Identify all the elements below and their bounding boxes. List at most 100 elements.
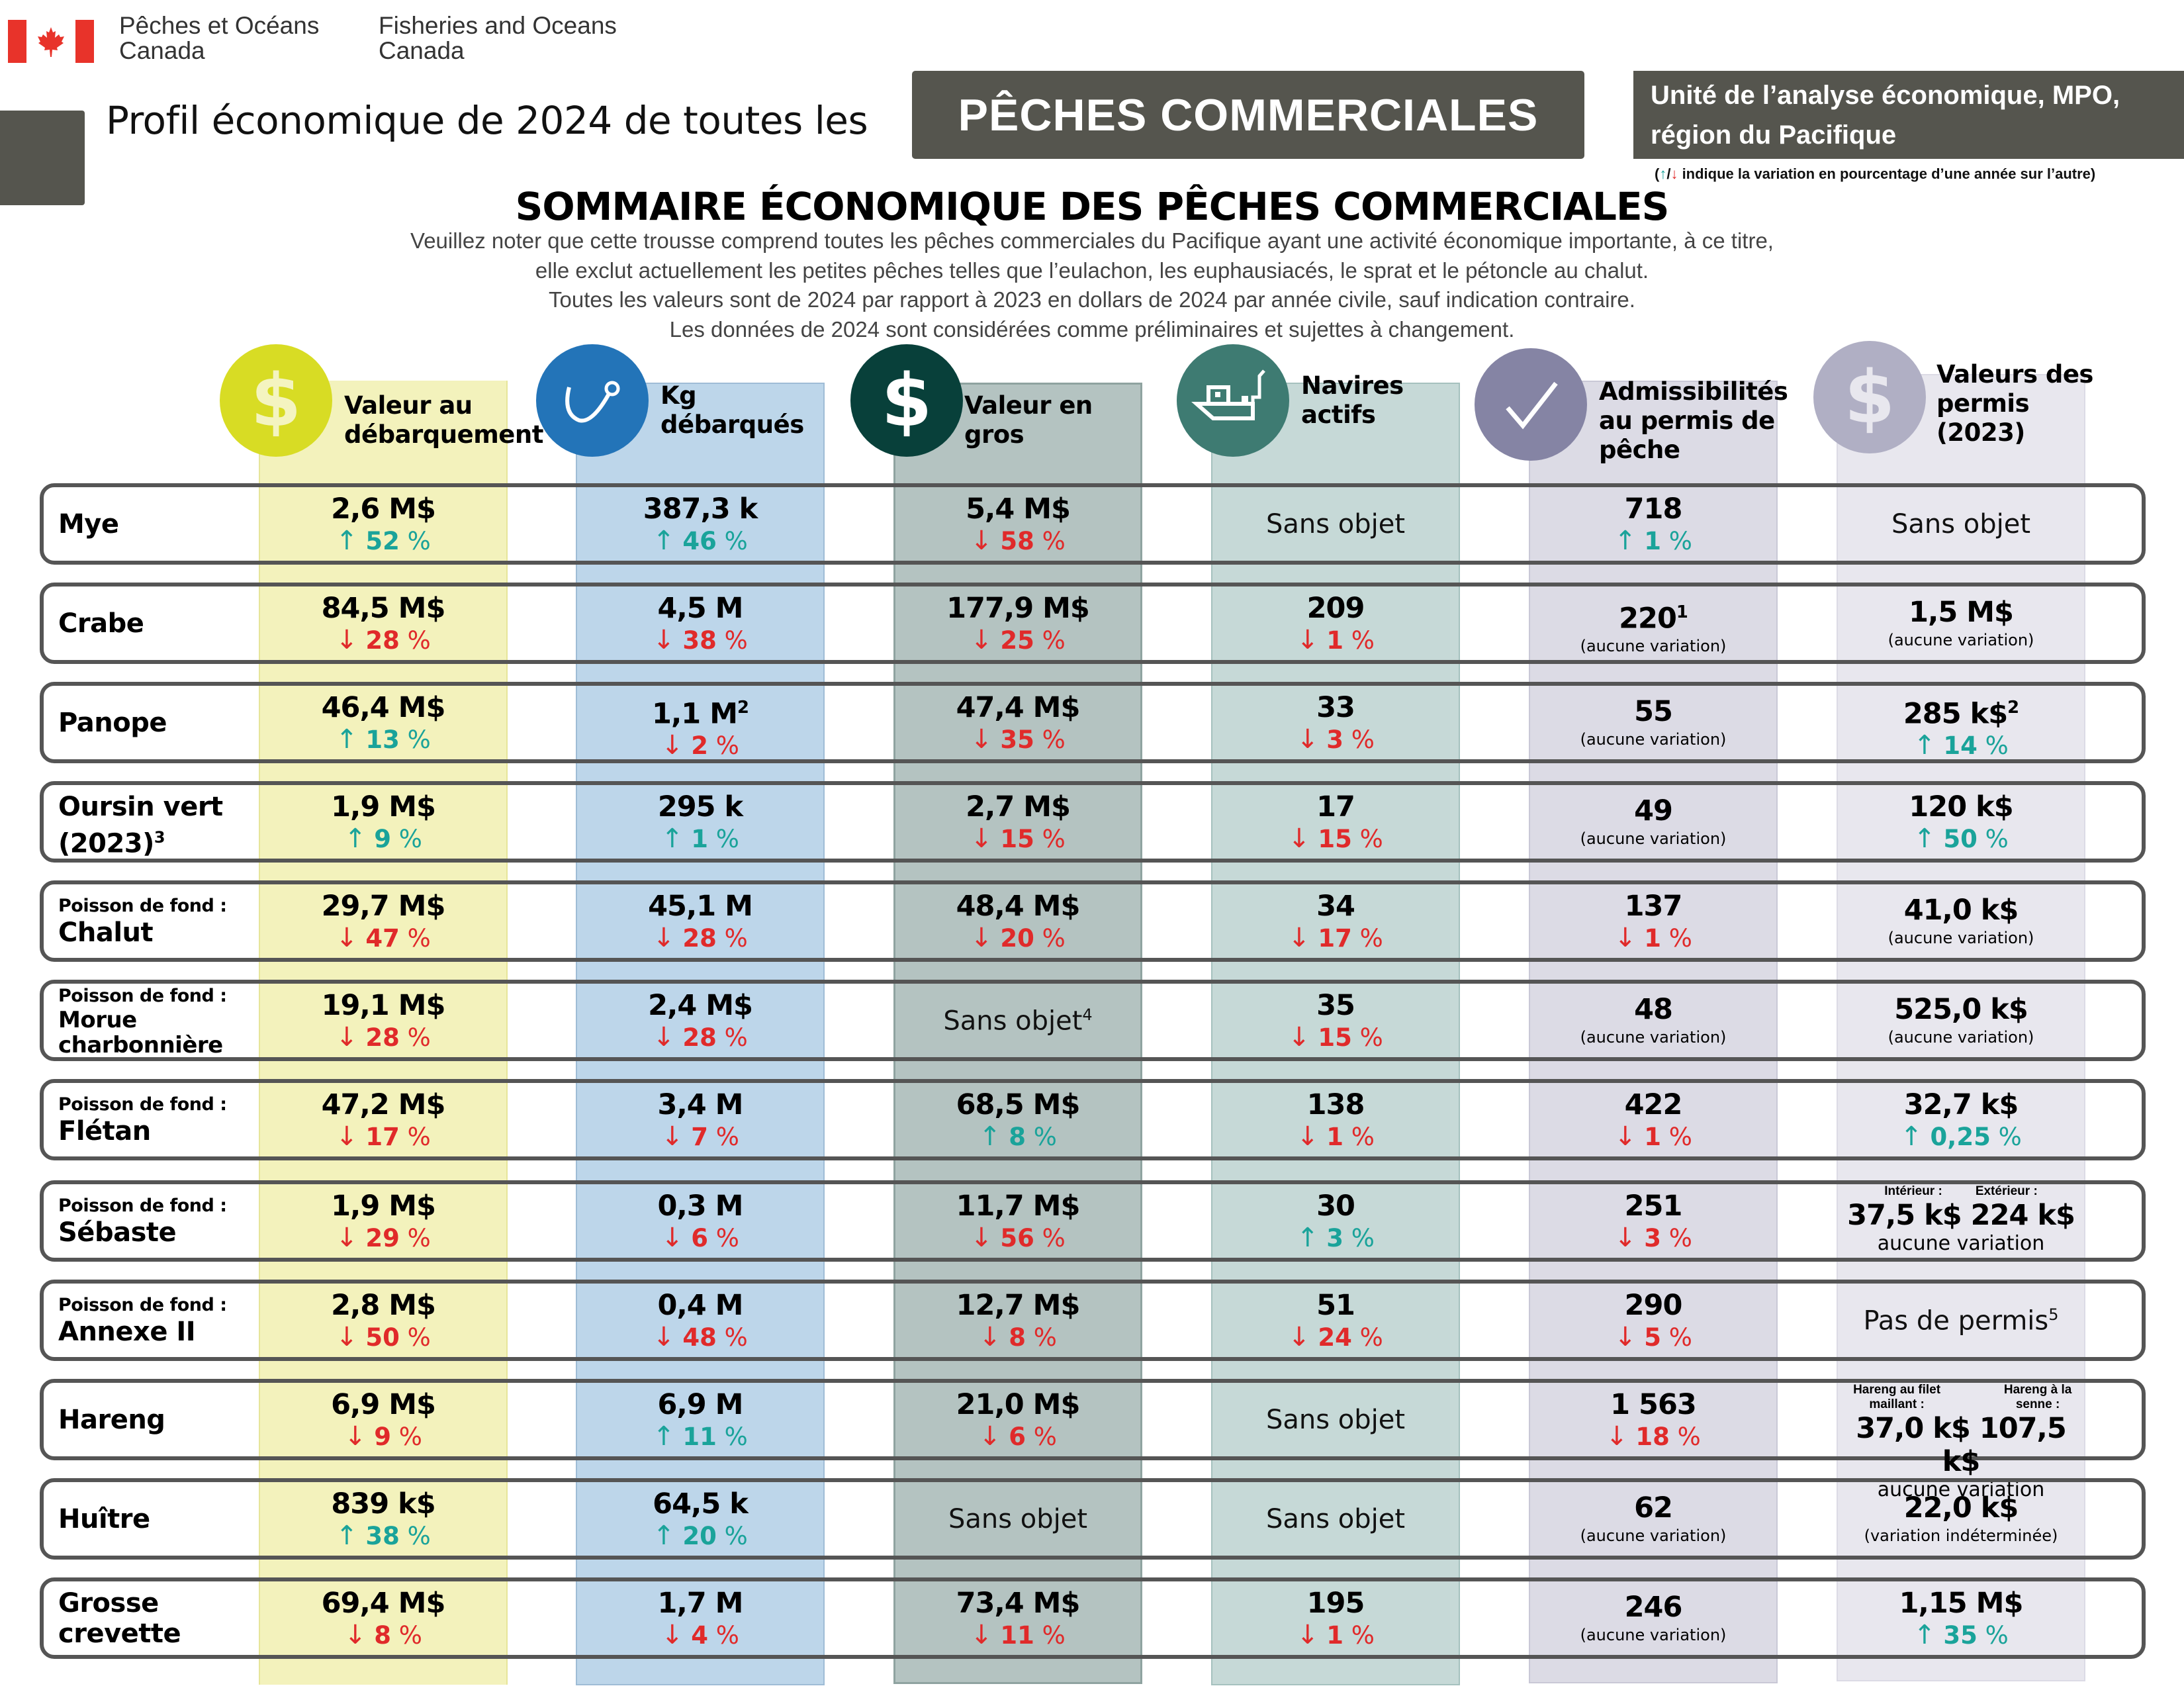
down-arrow-icon: ↓ bbox=[970, 1619, 993, 1650]
percent-change: ↓ 2 % bbox=[661, 729, 739, 761]
value-text: 62 bbox=[1634, 1491, 1673, 1524]
value-text: 32,7 k$ bbox=[1903, 1088, 2019, 1121]
percent-change: ↓ 58 % bbox=[970, 525, 1066, 556]
down-arrow-icon: ↓ bbox=[336, 1321, 358, 1352]
kg-landed-cell: 0,3 M ↓ 6 % bbox=[576, 1190, 825, 1254]
active-vessels-cell: 30 ↑ 3 % bbox=[1211, 1190, 1460, 1254]
percent-value: 8 bbox=[1009, 1122, 1026, 1151]
active-vessels-cell: Sans objet bbox=[1211, 509, 1460, 539]
split-label-b: Hareng à la senne : bbox=[2003, 1383, 2072, 1411]
value-text: 295 k bbox=[657, 790, 743, 823]
down-arrow-icon: ↓ bbox=[336, 624, 358, 655]
row-label: Huître bbox=[58, 1504, 150, 1534]
value-text: 422 bbox=[1624, 1088, 1683, 1121]
fishery-name: Annexe II bbox=[58, 1317, 227, 1347]
fishery-name-text: (2023) bbox=[58, 827, 154, 859]
category-label: Poisson de fond : bbox=[58, 1294, 227, 1315]
value: 51 bbox=[1211, 1289, 1460, 1322]
split-label-a: Hareng au filet maillant : bbox=[1853, 1383, 1941, 1411]
percent-value: 13 bbox=[365, 725, 400, 754]
down-arrow-icon: ↓ bbox=[661, 729, 684, 761]
active-vessels-cell: 33 ↓ 3 % bbox=[1211, 691, 1460, 755]
fishery-name-text: Morue bbox=[58, 1007, 137, 1033]
table-row: Poisson de fond : Morue charbonnière bbox=[40, 980, 2146, 1061]
row-label: Poisson de fond : Chalut bbox=[58, 895, 227, 948]
percent-change: ↓ 8 % bbox=[344, 1619, 422, 1650]
checkmark-icon bbox=[1475, 348, 1587, 461]
table-row: Huître bbox=[40, 1478, 2146, 1560]
percent-value: 20 bbox=[1000, 923, 1034, 953]
permit-value-cell: 22,0 k$ (variation indéterminée) bbox=[1837, 1491, 2085, 1547]
column-label: gros bbox=[964, 420, 1024, 449]
no-change-note: (variation indéterminée) bbox=[1864, 1526, 2058, 1545]
up-arrow-icon: ↑ bbox=[1659, 165, 1667, 182]
kg-landed-cell: 1,7 M ↓ 4 % bbox=[576, 1587, 825, 1651]
fishery-name-text: Annexe II bbox=[58, 1316, 196, 1347]
table-row: Grosse crevette bbox=[40, 1577, 2146, 1659]
column-label: actifs bbox=[1301, 400, 1376, 429]
not-applicable: Pas de permis5 bbox=[1837, 1305, 2085, 1336]
column-label: Admissibilités bbox=[1599, 377, 1788, 406]
decorative-grey-tab bbox=[0, 111, 85, 205]
kg-landed-cell: 1,1 M2 ↓ 2 % bbox=[576, 691, 825, 761]
up-arrow-icon: ↑ bbox=[1913, 729, 1936, 761]
wholesale-value-cell: 12,7 M$ ↓ 8 % bbox=[893, 1289, 1142, 1353]
percent-change: ↓ 9 % bbox=[344, 1421, 422, 1452]
percent-value: 52 bbox=[365, 526, 400, 555]
active-vessels-cell: Sans objet bbox=[1211, 1504, 1460, 1534]
wholesale-value-cell: 2,7 M$ ↓ 15 % bbox=[893, 790, 1142, 855]
value: 120 k$ bbox=[1837, 790, 2085, 823]
value: 3,4 M bbox=[576, 1088, 825, 1121]
value: 5,4 M$ bbox=[893, 492, 1142, 526]
percent-change: ↓ 8 % bbox=[979, 1321, 1057, 1352]
no-change-note: aucune variation bbox=[1877, 1232, 2045, 1255]
permit-value-cell: 285 k$2 ↑ 14 % bbox=[1837, 691, 2085, 761]
value-text: 177,9 M$ bbox=[946, 591, 1090, 625]
fishery-name: Chalut bbox=[58, 917, 227, 948]
row-label: Poisson de fond : Sébaste bbox=[58, 1195, 227, 1248]
footnote-marker: 2 bbox=[2007, 697, 2019, 718]
percent-value: 18 bbox=[1635, 1422, 1670, 1451]
column-label: Valeur en bbox=[964, 391, 1093, 420]
percent-change: ↓ 1 % bbox=[1297, 1121, 1375, 1152]
column-header-eligibilities: Admissibilités au permis de pêche bbox=[1475, 344, 1788, 465]
legend-sep: / bbox=[1666, 165, 1671, 182]
percent-change: ↓ 38 % bbox=[653, 624, 748, 655]
table-row: Mye bbox=[40, 483, 2146, 565]
percent-value: 8 bbox=[374, 1620, 392, 1650]
value: 68,5 M$ bbox=[893, 1088, 1142, 1121]
no-change-note: (aucune variation) bbox=[1580, 636, 1727, 655]
fishery-name: Panope bbox=[58, 708, 167, 738]
fishery-name-text: Panope bbox=[58, 707, 167, 738]
percent-change: ↓ 6 % bbox=[979, 1421, 1057, 1452]
licence-eligibilities-cell: 62 (aucune variation) bbox=[1529, 1491, 1778, 1547]
value-text: 6,9 M$ bbox=[331, 1387, 436, 1421]
fishery-name-text: Sébaste bbox=[58, 1217, 177, 1248]
value: 48,4 M$ bbox=[893, 890, 1142, 923]
landed-value-cell: 2,8 M$ ↓ 50 % bbox=[259, 1289, 508, 1353]
down-arrow-icon: ↓ bbox=[336, 922, 358, 953]
wholesale-value-cell: 48,4 M$ ↓ 20 % bbox=[893, 890, 1142, 954]
value: 21,0 M$ bbox=[893, 1388, 1142, 1421]
category-label: Poisson de fond : bbox=[58, 1195, 227, 1216]
fishery-name: Hareng bbox=[58, 1405, 165, 1435]
percent-value: 17 bbox=[1318, 923, 1352, 953]
split-label-a: Intérieur : bbox=[1884, 1184, 1942, 1198]
percent-change: ↓ 47 % bbox=[336, 922, 431, 953]
kg-landed-cell: 64,5 k ↑ 20 % bbox=[576, 1487, 825, 1552]
summary-notes: Veuillez noter que cette trousse compren… bbox=[0, 226, 2184, 344]
down-arrow-icon: ↓ bbox=[1297, 1121, 1319, 1152]
row-label: Crabe bbox=[58, 608, 144, 639]
kg-landed-cell: 45,1 M ↓ 28 % bbox=[576, 890, 825, 954]
percent-value: 28 bbox=[365, 1023, 400, 1052]
percent-value: 11 bbox=[1000, 1620, 1034, 1650]
percent-value: 1 bbox=[1644, 526, 1662, 555]
fishery-name: Grosse bbox=[58, 1588, 181, 1618]
percent-change: ↓ 3 % bbox=[1297, 724, 1375, 755]
summary-title: SOMMAIRE ÉCONOMIQUE DES PÊCHES COMMERCIA… bbox=[515, 184, 1670, 229]
kg-landed-cell: 2,4 M$ ↓ 28 % bbox=[576, 989, 825, 1053]
percent-change: ↑ 1 % bbox=[1614, 525, 1692, 556]
fishery-name-line2: (2023)3 bbox=[58, 822, 223, 859]
value: 46,4 M$ bbox=[259, 691, 508, 724]
licence-eligibilities-cell: 137 ↓ 1 % bbox=[1529, 890, 1778, 954]
